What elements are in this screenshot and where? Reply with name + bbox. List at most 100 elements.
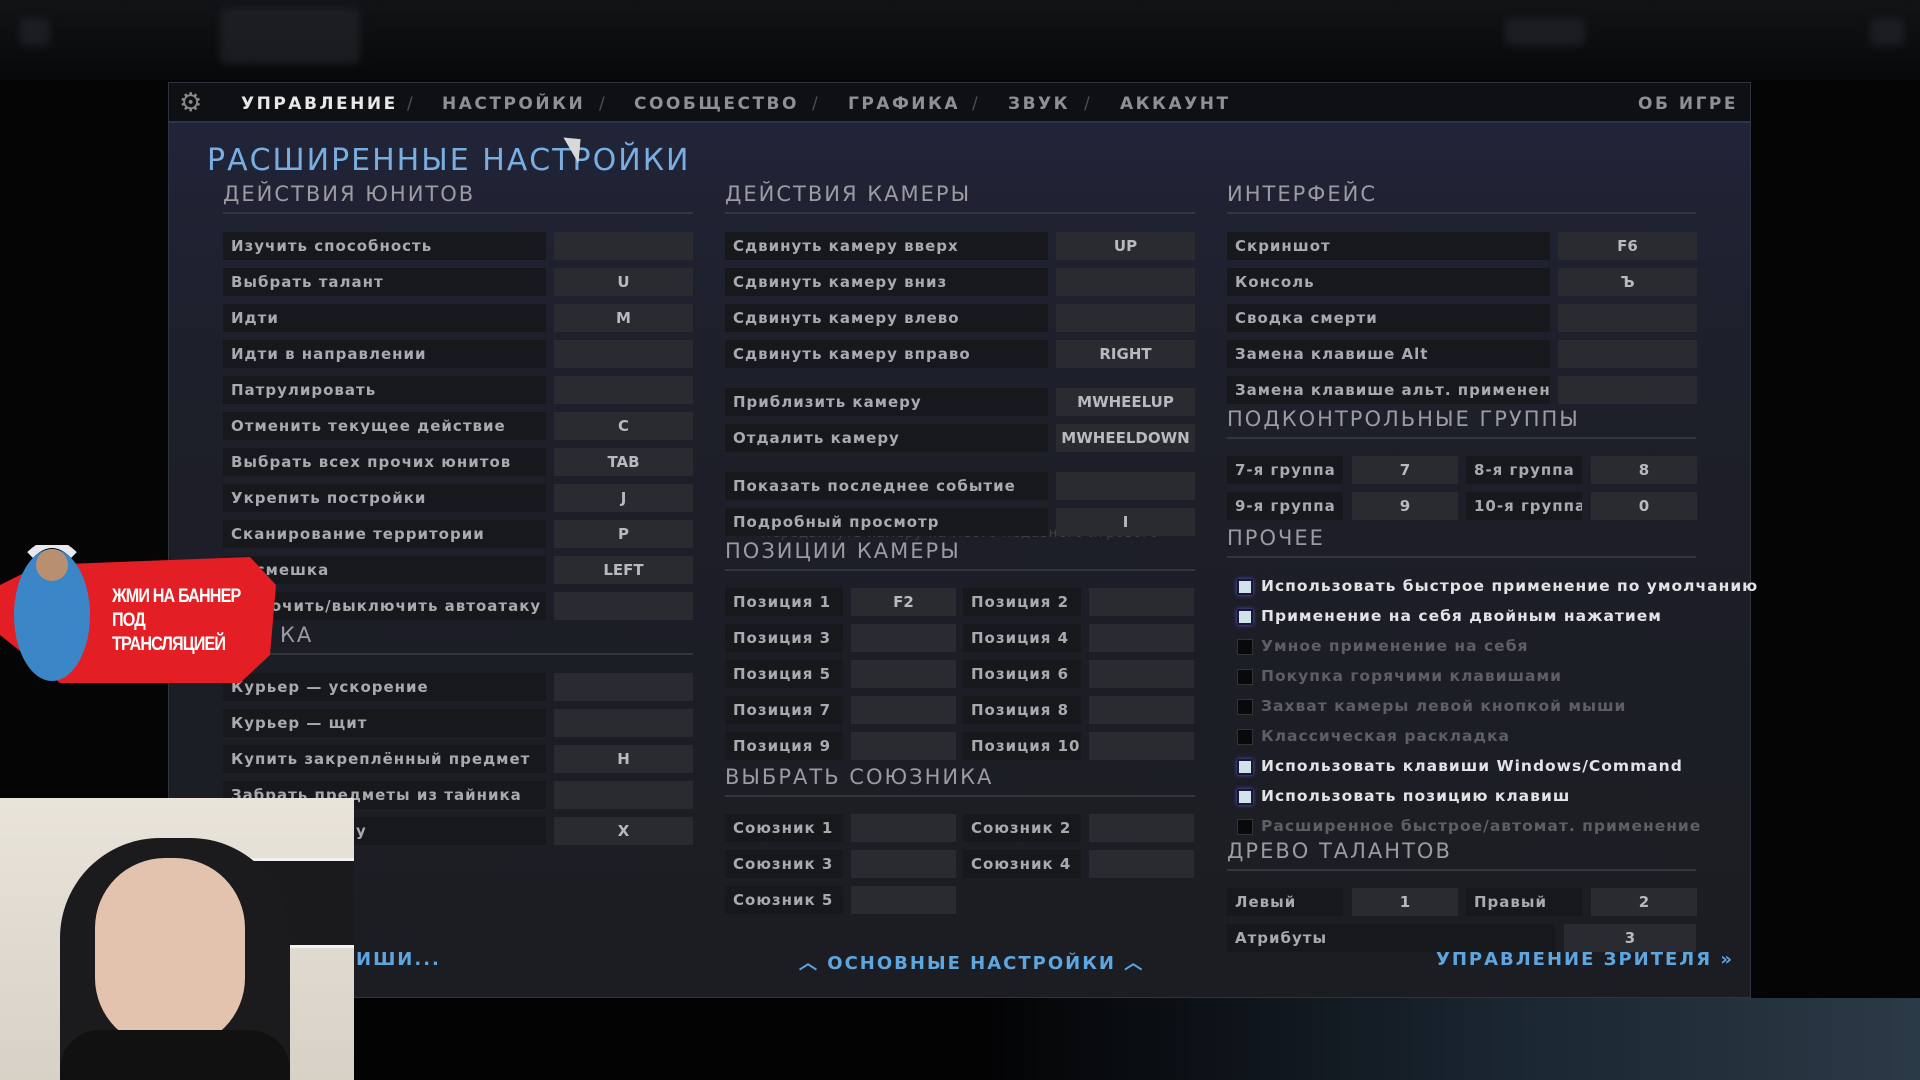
checkbox[interactable]	[1237, 819, 1253, 835]
keybind-field[interactable]	[851, 732, 956, 760]
checkbox-option[interactable]: Умное применение на себя	[1227, 635, 1696, 663]
keybind-field[interactable]	[1089, 850, 1194, 878]
setting-row: Консоль Ъ	[1227, 268, 1697, 296]
spectator-controls-link[interactable]: УПРАВЛЕНИЕ ЗРИТЕЛЯ »	[1436, 949, 1734, 970]
setting-label: Сдвинуть камеру вправо	[725, 340, 1048, 368]
keybind-field[interactable]: TAB	[554, 448, 693, 476]
keybind-field[interactable]	[1558, 340, 1697, 368]
keybind-field[interactable]: 3	[1564, 924, 1696, 952]
keybind-field[interactable]: 9	[1352, 492, 1458, 520]
checkbox-option[interactable]: Использовать быстрое применение по умолч…	[1227, 575, 1757, 603]
keybind-field[interactable]: C	[554, 412, 693, 440]
promo-banner[interactable]: ЖМИ НА БАННЕР ПОД ТРАНСЛЯЦИЕЙ	[0, 540, 276, 683]
keybind-field[interactable]	[851, 850, 956, 878]
keybind-field[interactable]	[554, 340, 693, 368]
hotkeys-link[interactable]: ИШИ...	[356, 949, 441, 970]
keybind-field[interactable]	[554, 232, 693, 260]
tab-account[interactable]: АККАУНТ	[1120, 94, 1231, 114]
keybind-field[interactable]	[1089, 660, 1194, 688]
main-settings-link[interactable]: ︿ ОСНОВНЫЕ НАСТРОЙКИ ︿	[799, 949, 1144, 975]
keybind-field[interactable]: 1	[1352, 888, 1458, 916]
keybind-field[interactable]	[554, 709, 693, 737]
setting-label: Союзник 5	[725, 886, 843, 914]
keybind-field[interactable]: I	[1056, 508, 1195, 536]
keybind-field[interactable]	[851, 624, 956, 652]
keybind-field[interactable]	[1089, 696, 1194, 724]
keybind-field[interactable]	[1056, 304, 1195, 332]
keybind-field[interactable]: H	[554, 745, 693, 773]
checkbox[interactable]	[1237, 609, 1253, 625]
keybind-field[interactable]	[554, 673, 693, 701]
checkbox[interactable]	[1237, 639, 1253, 655]
checkbox-option[interactable]: Использовать позицию клавиш	[1227, 785, 1696, 813]
setting-row: Союзник 1 Союзник 2	[725, 814, 1195, 842]
keybind-field[interactable]: F6	[1558, 232, 1697, 260]
keybind-field[interactable]	[554, 376, 693, 404]
keybind-field[interactable]	[851, 886, 956, 914]
keybind-field[interactable]	[1558, 376, 1697, 404]
section-header: ДЕЙСТВИЯ КАМЕРЫ	[725, 182, 1195, 214]
keybind-field[interactable]	[1558, 304, 1697, 332]
setting-row: Замена клавише Alt	[1227, 340, 1697, 368]
settings-icon[interactable]	[1870, 18, 1904, 46]
checkbox-option[interactable]: Классическая раскладка	[1227, 725, 1696, 753]
keybind-field[interactable]: U	[554, 268, 693, 296]
keybind-field[interactable]	[1089, 732, 1194, 760]
settings-panel: ⚙ УПРАВЛЕНИЕ / НАСТРОЙКИ / СООБЩЕСТВО / …	[168, 82, 1757, 998]
keybind-field[interactable]: P	[554, 520, 693, 548]
setting-label: Союзник 1	[725, 814, 843, 842]
setting-label: Показать последнее событие	[725, 472, 1048, 500]
checkbox-option[interactable]: Применение на себя двойным нажатием	[1227, 605, 1696, 633]
checkbox[interactable]	[1237, 579, 1253, 595]
setting-row: Позиция 7 Позиция 8	[725, 696, 1195, 724]
tab-community[interactable]: СООБЩЕСТВО	[634, 94, 799, 114]
keybind-field[interactable]: LEFT	[554, 556, 693, 584]
menu-icon[interactable]	[20, 18, 50, 46]
keybind-field[interactable]: M	[554, 304, 693, 332]
checkbox[interactable]	[1237, 699, 1253, 715]
keybind-field[interactable]: 0	[1591, 492, 1697, 520]
dota-logo-icon[interactable]	[220, 8, 360, 64]
checkbox[interactable]	[1237, 789, 1253, 805]
checkbox-option[interactable]: Покупка горячими клавишами	[1227, 665, 1696, 693]
tab-graphics[interactable]: ГРАФИКА	[848, 94, 961, 114]
keybind-field[interactable]	[554, 781, 693, 809]
tab-sound[interactable]: ЗВУК	[1008, 94, 1071, 114]
keybind-field[interactable]	[851, 660, 956, 688]
keybind-field[interactable]: RIGHT	[1056, 340, 1195, 368]
keybind-field[interactable]	[554, 592, 693, 620]
keybind-field[interactable]: MWHEELUP	[1056, 388, 1195, 416]
checkbox[interactable]	[1237, 729, 1253, 745]
keybind-field[interactable]: MWHEELDOWN	[1056, 424, 1195, 452]
setting-row: Позиция 5 Позиция 6	[725, 660, 1195, 688]
checkbox[interactable]	[1237, 669, 1253, 685]
keybind-field[interactable]	[1056, 472, 1195, 500]
tab-settings[interactable]: НАСТРОЙКИ	[442, 94, 586, 114]
keybind-field[interactable]	[1089, 624, 1194, 652]
gear-icon[interactable]: ⚙	[179, 88, 203, 118]
checkbox-option[interactable]: Использовать клавиши Windows/Command	[1227, 755, 1696, 783]
keybind-field[interactable]: 8	[1591, 456, 1697, 484]
keybind-field[interactable]: UP	[1056, 232, 1195, 260]
checkbox-option[interactable]: Расширенное быстрое/автомат. применение	[1227, 815, 1700, 843]
keybind-field[interactable]: 7	[1352, 456, 1458, 484]
keybind-field[interactable]: Ъ	[1558, 268, 1697, 296]
setting-label: Подробный просмотр	[725, 508, 1048, 536]
keybind-field[interactable]: 2	[1591, 888, 1697, 916]
section-header: ВЫБРАТЬ СОЮЗНИКА	[725, 765, 1195, 797]
keybind-field[interactable]	[1089, 588, 1194, 616]
tab-about[interactable]: ОБ ИГРЕ	[1638, 94, 1738, 114]
tab-controls[interactable]: УПРАВЛЕНИЕ	[241, 94, 398, 114]
keybind-field[interactable]: J	[554, 484, 693, 512]
keybind-field[interactable]: F2	[851, 588, 956, 616]
keybind-field[interactable]	[851, 814, 956, 842]
setting-label: Замена клавише альт. применения	[1227, 376, 1550, 404]
setting-label: Выбрать талант	[223, 268, 546, 296]
setting-label: Сдвинуть камеру вниз	[725, 268, 1048, 296]
keybind-field[interactable]	[851, 696, 956, 724]
checkbox-option[interactable]: Захват камеры левой кнопкой мыши	[1227, 695, 1696, 723]
keybind-field[interactable]	[1089, 814, 1194, 842]
keybind-field[interactable]	[1056, 268, 1195, 296]
keybind-field[interactable]: X	[554, 817, 693, 845]
checkbox[interactable]	[1237, 759, 1253, 775]
